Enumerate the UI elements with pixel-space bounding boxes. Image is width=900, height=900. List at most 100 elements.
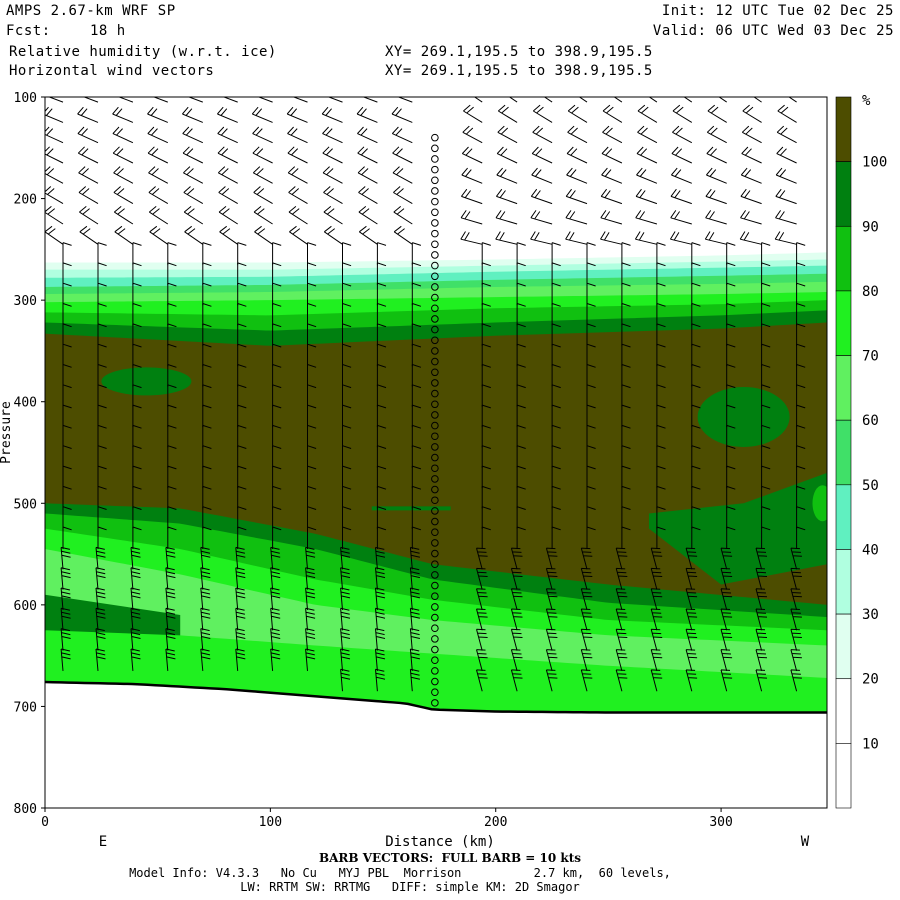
wind-barb-522 [720, 567, 733, 590]
field-name-wind: Horizontal wind vectors [9, 63, 215, 79]
wind-barb-148 [79, 225, 99, 245]
wind-barb-100 [636, 167, 658, 184]
wind-barb-195 [272, 262, 282, 285]
wind-barb-1 [82, 97, 99, 103]
wind-barb-533 [340, 587, 351, 610]
wind-barb-46 [182, 126, 204, 144]
wind-barb-196 [307, 262, 317, 285]
wind-barb-250 [761, 303, 771, 326]
wind-barb-423 [167, 485, 177, 509]
wind-barb-231 [62, 303, 72, 326]
forecast-hour: 18 h [90, 23, 126, 39]
wind-barb-141 [600, 210, 623, 225]
wind-barb-414 [621, 465, 631, 489]
wind-barb-24 [147, 106, 168, 123]
wind-barb-519 [615, 567, 628, 590]
wind-barb-501 [720, 547, 733, 570]
wind-barb-268 [656, 323, 666, 346]
wind-barb-544 [755, 588, 768, 611]
wind-barb-151 [184, 225, 204, 245]
wind-barb-363 [272, 424, 282, 448]
wind-barb-13 [543, 97, 553, 103]
wind-barb-149 [114, 225, 134, 245]
cross-section-xy-1: XY= 269.1,195.5 to 398.9,195.5 [385, 44, 653, 60]
wind-barb-143 [670, 210, 692, 225]
wind-barb-407 [342, 465, 352, 489]
wind-barb-9 [362, 97, 378, 103]
wind-barb-610 [375, 668, 386, 692]
wind-barb-130 [183, 206, 204, 225]
wind-barb-406 [307, 465, 317, 489]
wind-barb-352 [656, 404, 666, 428]
calm-circle [431, 336, 439, 345]
wind-barb-401 [132, 465, 142, 489]
wind-barb-608 [790, 649, 802, 672]
colorbar-segment [835, 613, 852, 680]
calm-circle [431, 624, 439, 633]
wind-barb-493 [409, 546, 421, 570]
calm-circle [431, 176, 439, 185]
wind-barb-552 [270, 607, 281, 631]
wind-barb-461 [796, 506, 806, 529]
wind-barb-215 [237, 282, 247, 306]
wind-barb-109 [183, 186, 204, 205]
calm-circle [431, 155, 439, 163]
wind-barb-365 [342, 424, 352, 448]
wind-barb-296 [132, 364, 142, 387]
wind-barb-194 [237, 262, 247, 285]
calm-circle [431, 453, 439, 462]
wind-barb-163 [634, 231, 658, 245]
wind-barb-418 [761, 465, 771, 489]
calm-circle [431, 411, 439, 419]
wind-barb-161 [565, 231, 588, 245]
wind-barb-126 [45, 206, 64, 225]
wind-barb-79 [636, 146, 658, 164]
wind-barb-325 [411, 384, 422, 407]
calm-circle [431, 368, 439, 377]
calm-circle [431, 656, 439, 665]
wind-barb-427 [307, 485, 317, 509]
wind-barb-221 [481, 282, 491, 306]
wind-barb-25 [182, 106, 203, 123]
wind-barb-471 [376, 526, 387, 549]
wind-barb-172 [202, 242, 212, 265]
rh-pocket-east [45, 594, 181, 636]
wind-barb-160 [530, 231, 553, 245]
wind-barb-307 [551, 364, 561, 387]
wind-barb-340 [202, 404, 212, 428]
wind-barb-446 [237, 506, 247, 529]
wind-barb-492 [375, 546, 386, 570]
wind-barb-491 [340, 546, 351, 570]
wind-barb-99 [601, 167, 623, 184]
calm-circle [431, 240, 439, 249]
wind-barb-347 [481, 404, 491, 428]
wind-barb-581 [580, 628, 593, 651]
wind-barb-242 [481, 303, 491, 326]
wind-barb-530 [235, 587, 246, 610]
wind-barb-4 [187, 97, 203, 103]
wind-barb-518 [580, 567, 593, 590]
wind-barb-362 [237, 424, 247, 448]
wind-barb-476 [586, 526, 596, 549]
wind-barb-197 [342, 262, 352, 285]
wind-barb-602 [580, 649, 593, 672]
wind-barb-280 [307, 343, 317, 367]
wind-barb-387 [376, 445, 387, 468]
colorbar-label: 80 [862, 284, 879, 300]
wind-barb-169 [97, 242, 107, 265]
wind-barb-201 [516, 262, 526, 285]
colorbar-segment [835, 355, 852, 421]
wind-barb-405 [272, 465, 282, 489]
wind-barb-598 [409, 648, 421, 671]
wind-barb-475 [551, 526, 561, 549]
valid-time: Valid: 06 UTC Wed 03 Dec 25 [652, 23, 894, 39]
wind-barb-216 [272, 282, 282, 306]
calm-circle [431, 144, 439, 153]
wind-barb-355 [761, 404, 771, 428]
wind-barb-32 [463, 104, 483, 123]
wind-barb-80 [671, 146, 693, 164]
wind-barb-107 [113, 186, 134, 205]
wind-barb-139 [530, 210, 553, 225]
wind-barb-589 [95, 648, 106, 671]
wind-barb-271 [761, 323, 771, 346]
